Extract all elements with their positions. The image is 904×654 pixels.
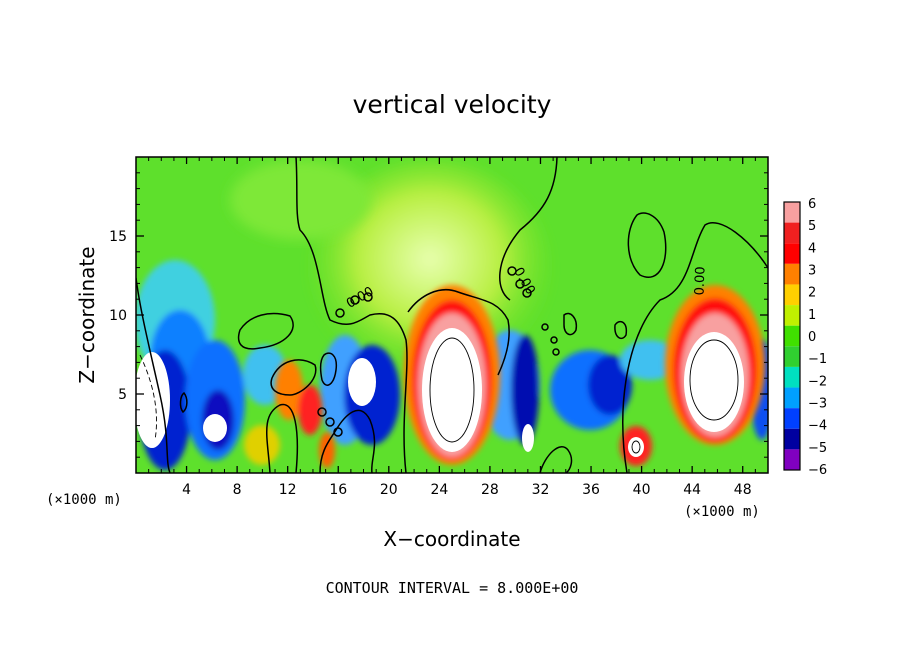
updraft-core-39 bbox=[628, 437, 644, 457]
colorbar: 6 5 4 3 2 1 0 −1 −2 −3 −4 −5 −6 bbox=[783, 197, 827, 478]
x-tick-label: 32 bbox=[532, 482, 550, 498]
colorbar-label: 2 bbox=[808, 286, 816, 301]
x-unit-right: (×1000 m) bbox=[684, 504, 760, 520]
colorbar-swatch bbox=[784, 449, 800, 470]
y-axis-ticks: 5 10 15 bbox=[109, 172, 768, 458]
colorbar-label: 3 bbox=[808, 264, 816, 279]
colorbar-swatch bbox=[784, 243, 800, 264]
colorbar-swatch bbox=[784, 325, 800, 347]
x-tick-label: 20 bbox=[380, 482, 398, 498]
colorbar-label: −4 bbox=[808, 419, 827, 434]
y-axis-label: Z−coordinate bbox=[75, 246, 99, 383]
colorbar-swatch bbox=[784, 366, 800, 388]
x-tick-label: 40 bbox=[633, 482, 651, 498]
colorbar-swatch bbox=[784, 428, 800, 450]
contour-label-3: 0.00 bbox=[693, 266, 709, 295]
updraft-core-24 bbox=[422, 328, 482, 452]
zero-contours bbox=[136, 157, 768, 473]
interval-contours bbox=[139, 337, 739, 454]
x-axis-ticks: 4 8 12 16 20 24 28 32 36 40 44 48 bbox=[148, 157, 756, 498]
x-tick-label: 28 bbox=[481, 482, 499, 498]
x-tick-label: 12 bbox=[279, 482, 297, 498]
downdraft-core-6 bbox=[203, 414, 227, 442]
colorbar-label: −5 bbox=[808, 441, 827, 456]
colorbar-swatch bbox=[784, 346, 800, 367]
colorbar-label: −1 bbox=[808, 352, 827, 367]
x-axis-label: X−coordinate bbox=[383, 527, 520, 551]
downdraft-core-31 bbox=[522, 424, 534, 452]
colorbar-swatch bbox=[784, 408, 800, 429]
plot-area: 0.00 0.00 0.00 bbox=[136, 157, 768, 473]
colorbar-swatch bbox=[784, 202, 800, 223]
x-tick-label: 4 bbox=[182, 482, 191, 498]
x-tick-label: 24 bbox=[430, 482, 448, 498]
x-tick-label: 36 bbox=[582, 482, 600, 498]
contour-interval-footer: CONTOUR INTERVAL = 8.000E+00 bbox=[326, 579, 579, 597]
x-unit-left: (×1000 m) bbox=[46, 492, 122, 508]
colorbar-label: 4 bbox=[808, 241, 816, 256]
small-contour-rings bbox=[317, 266, 560, 437]
colorbar-swatch bbox=[784, 387, 800, 409]
colorbar-label: −3 bbox=[808, 397, 827, 412]
updraft-core-46 bbox=[684, 332, 744, 432]
chart-title: vertical velocity bbox=[353, 90, 552, 119]
colorbar-label: 5 bbox=[808, 219, 816, 234]
x-tick-label: 48 bbox=[734, 482, 752, 498]
colorbar-swatch bbox=[784, 305, 800, 326]
x-tick-label: 44 bbox=[683, 482, 701, 498]
colorbar-label: 0 bbox=[808, 330, 816, 345]
colorbar-label: 1 bbox=[808, 308, 816, 323]
colorbar-label: −2 bbox=[808, 374, 827, 389]
downdraft-core-18 bbox=[348, 358, 376, 406]
y-tick-label: 10 bbox=[109, 308, 127, 324]
y-tick-label: 5 bbox=[118, 387, 127, 403]
x-tick-label: 8 bbox=[233, 482, 242, 498]
x-tick-label: 16 bbox=[329, 482, 347, 498]
colorbar-label: 6 bbox=[808, 197, 816, 212]
colorbar-swatch bbox=[784, 263, 800, 285]
colorbar-swatch bbox=[784, 284, 800, 306]
colorbar-swatch bbox=[784, 222, 800, 244]
downdraft-core-left bbox=[136, 352, 170, 448]
y-tick-label: 15 bbox=[109, 229, 127, 245]
colorbar-frame bbox=[783, 201, 801, 471]
colorbar-label: −6 bbox=[808, 463, 827, 478]
